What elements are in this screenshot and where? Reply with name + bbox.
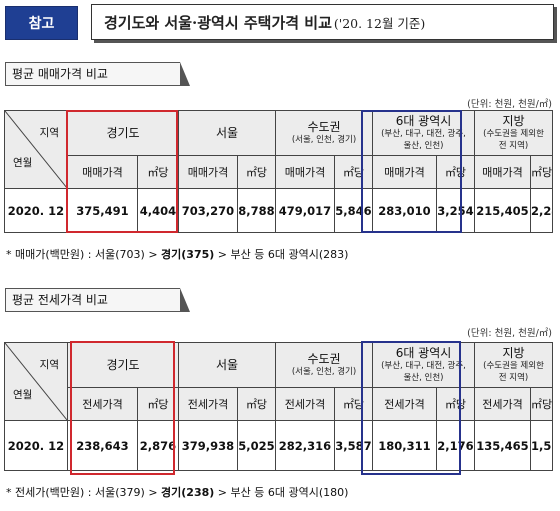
sub-header: 전세가격 [67,387,138,421]
row-label: 2020. 12 [4,188,68,233]
row-label: 2020. 12 [4,420,68,471]
value-cell: 703,270 [178,188,238,233]
group-provinces: 지방 (수도권을 제외한 전 지역) [473,342,554,388]
sale-corner-cell: 지역 연월 [4,110,68,189]
reference-badge: 참고 [5,6,78,40]
sub-header: 매매가격 [178,155,238,189]
sale-footnote: * 매매가(백만원) : 서울(703) > 경기(375) > 부산 등 6대… [6,248,349,261]
jeonse-section-title: 평균 전세가격 비교 [5,288,190,312]
value-cell: 5,025 [237,420,276,471]
sale-unit-label: (단위: 천원, 천원/㎡) [467,99,552,110]
value-cell: 1,515 [529,420,554,471]
corner-region-label: 지역 [39,127,59,139]
jeonse-price-table: 지역 연월 경기도 서울 수도권 (서울, 인천, 경기) 6대 광역시 (부산… [4,342,554,471]
page-title: 경기도와 서울·광역시 주택가격 비교 ('20. 12월 기준) [91,4,554,40]
table-row: 2020. 12 375,491 4,404 703,270 8,788 479… [4,188,554,233]
sub-header: ㎡당 [529,155,554,189]
value-cell: 282,316 [275,420,335,471]
sub-header: ㎡당 [237,387,276,421]
sub-header: ㎡당 [529,387,554,421]
value-cell: 3,254 [436,188,475,233]
value-cell: 283,010 [372,188,437,233]
group-provinces: 지방 (수도권을 제외한 전 지역) [473,110,554,156]
corner-diagonal [5,111,67,188]
table-row: 2020. 12 238,643 2,876 379,938 5,025 282… [4,420,554,471]
sub-header: 매매가격 [67,155,138,189]
sub-header: ㎡당 [436,387,475,421]
jeonse-section-underline [5,311,185,312]
page-title-date: ('20. 12월 기준) [333,15,426,31]
jeonse-footnote: * 전세가(백만원) : 서울(379) > 경기(238) > 부산 등 6대… [6,486,349,499]
value-cell: 180,311 [372,420,437,471]
sub-header: 전세가격 [474,387,531,421]
sub-header: 전세가격 [178,387,238,421]
corner-region-label: 지역 [39,359,59,371]
group-gyeonggi: 경기도 [67,342,179,388]
value-cell: 238,643 [67,420,138,471]
sub-header: ㎡당 [137,155,179,189]
value-cell: 2,176 [436,420,475,471]
value-cell: 5,846 [334,188,373,233]
sub-header: ㎡당 [334,387,373,421]
sub-header: 매매가격 [275,155,335,189]
page-title-text: 경기도와 서울·광역시 주택가격 비교 [104,13,332,32]
group-seoul: 서울 [178,342,276,388]
group-capital-area: 수도권 (서울, 인천, 경기) [275,110,373,156]
group-metro-cities: 6대 광역시 (부산, 대구, 대전, 광주, 울산, 인천) [372,110,475,156]
sub-header: 전세가격 [275,387,335,421]
group-capital-area: 수도권 (서울, 인천, 경기) [275,342,373,388]
value-cell: 215,405 [474,188,531,233]
sub-header: ㎡당 [334,155,373,189]
sale-price-table: 지역 연월 경기도 서울 수도권 (서울, 인천, 경기) 6대 광역시 (부산… [4,110,554,233]
value-cell: 4,404 [137,188,179,233]
value-cell: 479,017 [275,188,335,233]
sale-section-title: 평균 매매가격 비교 [5,62,190,86]
group-seoul: 서울 [178,110,276,156]
sub-header: 전세가격 [372,387,437,421]
sub-header: ㎡당 [436,155,475,189]
group-metro-cities: 6대 광역시 (부산, 대구, 대전, 광주, 울산, 인천) [372,342,475,388]
value-cell: 379,938 [178,420,238,471]
sale-section-underline [5,85,185,86]
group-gyeonggi: 경기도 [67,110,179,156]
value-cell: 2,243 [529,188,554,233]
sub-header: ㎡당 [237,155,276,189]
sub-header: 매매가격 [372,155,437,189]
corner-diagonal [5,343,67,420]
sub-header: 매매가격 [474,155,531,189]
corner-year-label: 연월 [13,389,33,401]
corner-year-label: 연월 [13,157,33,169]
value-cell: 135,465 [474,420,531,471]
value-cell: 8,788 [237,188,276,233]
value-cell: 3,587 [334,420,373,471]
jeonse-corner-cell: 지역 연월 [4,342,68,421]
value-cell: 375,491 [67,188,138,233]
jeonse-unit-label: (단위: 천원, 천원/㎡) [467,328,552,339]
value-cell: 2,876 [137,420,179,471]
sub-header: ㎡당 [137,387,179,421]
